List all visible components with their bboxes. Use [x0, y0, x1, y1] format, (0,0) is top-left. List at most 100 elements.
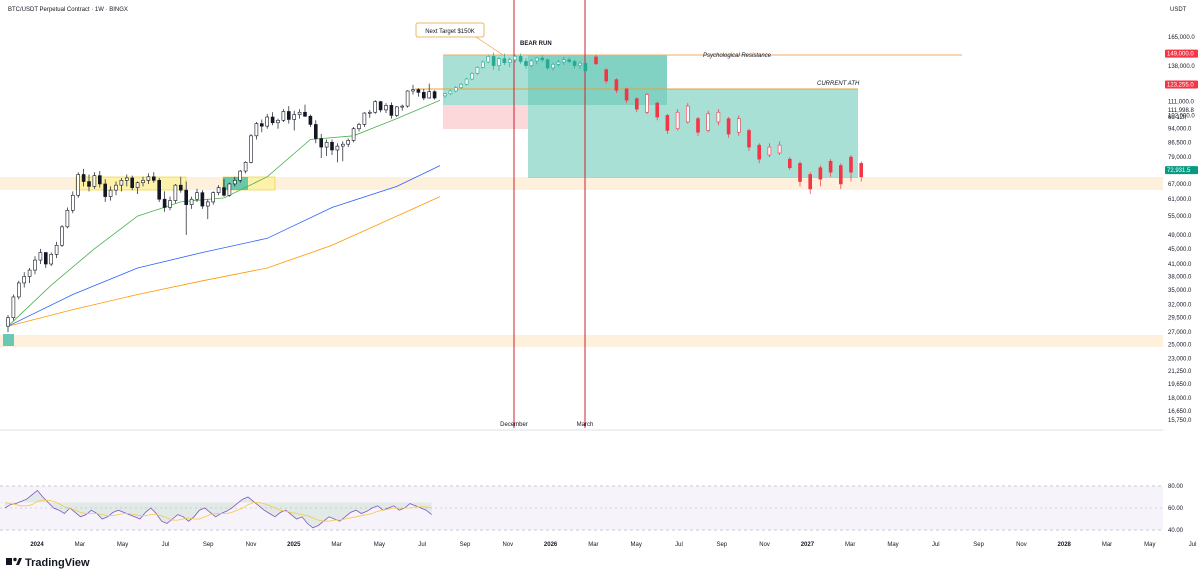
time-tick: Sep — [973, 542, 984, 548]
projected-candle — [491, 56, 496, 66]
time-tick: Sep — [460, 542, 471, 548]
candle — [211, 192, 215, 203]
time-tick: May — [631, 542, 642, 548]
bear-candle — [716, 111, 721, 123]
bear-candle — [604, 69, 609, 82]
candle — [76, 174, 80, 196]
ma-green-line — [7, 99, 441, 327]
origin-box-teal — [3, 334, 14, 346]
candle — [367, 111, 372, 114]
projected-candle — [556, 61, 561, 65]
candle — [411, 89, 415, 92]
price-tick: 165,000.0 — [1168, 35, 1195, 41]
bear-candle — [655, 102, 660, 118]
candle — [400, 105, 405, 108]
time-tick: Nov — [1016, 542, 1027, 548]
rsi-line — [4, 489, 432, 529]
price-tick: 15,750.0 — [1168, 418, 1192, 424]
price-axis[interactable]: 165,000.0149,000.0138,000.0123,000.0111,… — [1168, 35, 1195, 424]
price-tag-label: 123,255.0 — [1167, 83, 1194, 89]
candle — [216, 187, 221, 193]
ma-orange-line — [7, 196, 441, 327]
bear-candle — [849, 156, 853, 173]
projected-candle — [448, 90, 453, 95]
projection-box-middle — [528, 55, 667, 178]
time-tick: Mar — [331, 542, 341, 548]
candle — [292, 114, 297, 120]
candle — [265, 116, 270, 127]
candle — [16, 282, 21, 298]
rsi-tick: 60.00 — [1168, 506, 1184, 512]
projected-candle — [443, 93, 447, 97]
bear-candle — [624, 88, 629, 101]
projected-candle — [470, 73, 474, 80]
candle — [200, 192, 205, 207]
time-tick: Nov — [759, 542, 770, 548]
candle — [389, 105, 394, 116]
candle — [103, 183, 107, 197]
time-tick: 2025 — [287, 542, 301, 548]
bear-candle — [818, 167, 823, 180]
chart-title: BTC/USDT Perpetual Contract · 1W · BINGX — [8, 7, 128, 13]
candle — [238, 170, 242, 181]
bear-candle — [614, 79, 619, 91]
price-tick: 32,000.0 — [1168, 302, 1192, 308]
time-tick: May — [374, 542, 385, 548]
candle — [81, 174, 86, 182]
bear-candle — [757, 144, 762, 160]
time-tick: 2024 — [30, 542, 44, 548]
projected-candle — [486, 56, 491, 63]
candle — [184, 189, 188, 205]
psychological-resistance-label: Psychological Resistance — [703, 53, 772, 59]
bear-candle — [808, 174, 813, 190]
bear-candle — [696, 118, 700, 133]
candle — [195, 192, 199, 200]
candle — [206, 201, 210, 207]
next-target-label: Next Target $150K — [425, 29, 475, 35]
price-tick: 45,000.0 — [1168, 247, 1192, 253]
price-tick: 19,650.0 — [1168, 382, 1192, 388]
bear-candle — [798, 163, 802, 182]
time-axis[interactable]: 2024 Mar May Jul Sep Nov 2025 Mar May Jul Sep Nov 20… — [30, 542, 1196, 548]
candle — [270, 116, 275, 124]
support-zone-73k — [0, 177, 1163, 190]
bear-candle — [675, 111, 680, 130]
candle — [130, 177, 134, 188]
candle — [384, 105, 388, 111]
candle — [179, 184, 183, 191]
march-label: March — [577, 422, 594, 428]
time-tick: Mar — [588, 542, 598, 548]
bear-candle — [859, 163, 864, 178]
bear-run-label: BEAR RUN — [520, 41, 552, 47]
moving-averages — [7, 99, 441, 327]
projected-candle — [583, 62, 588, 72]
time-tick: May — [1144, 542, 1155, 548]
projected-candle — [561, 59, 566, 63]
bear-candle — [706, 113, 711, 131]
candle — [308, 115, 313, 125]
time-tick: May — [117, 542, 128, 548]
time-tick: Jul — [675, 542, 683, 548]
projected-candle — [551, 64, 555, 69]
bear-candle — [787, 158, 792, 169]
time-tick: 2027 — [801, 542, 815, 548]
price-tick: 27,000.0 — [1168, 330, 1192, 336]
candle — [254, 123, 259, 137]
bear-candle — [747, 130, 751, 148]
candle — [330, 141, 334, 151]
time-tick: Jul — [162, 542, 170, 548]
projected-candle — [459, 83, 464, 88]
candle — [427, 91, 432, 99]
projected-candle — [534, 57, 539, 62]
candle — [162, 198, 167, 208]
bear-candle — [634, 98, 639, 110]
time-tick: Mar — [75, 542, 85, 548]
candle — [351, 128, 356, 141]
price-tick: 16,650.0 — [1168, 409, 1192, 415]
price-tick: 23,000.0 — [1168, 356, 1192, 362]
price-tick: 61,000.0 — [1168, 197, 1192, 203]
price-tick: 102,000.0 — [1168, 113, 1195, 119]
candle — [189, 198, 194, 205]
projected-candle — [540, 57, 545, 61]
